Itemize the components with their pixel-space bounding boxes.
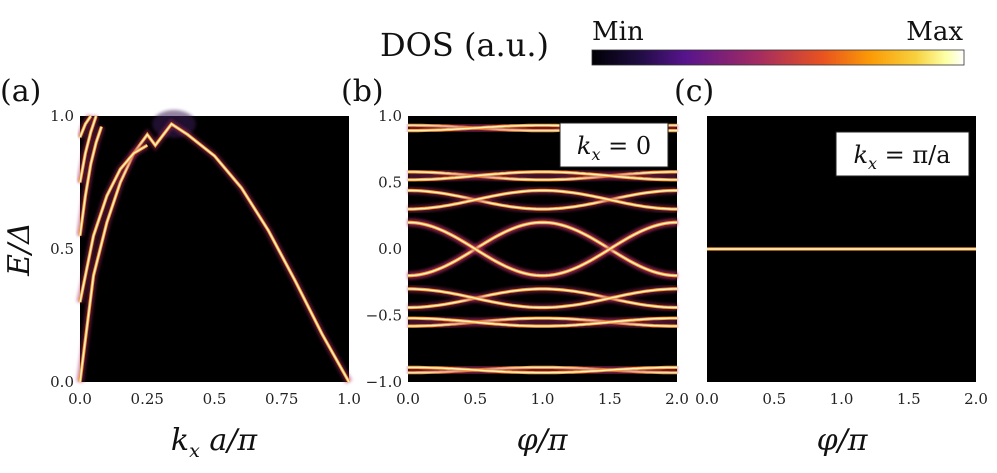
panel-b-band-line (408, 288, 677, 309)
panel-c-annotation-sub: x (868, 154, 877, 173)
panel-b-ticks: 0.0 0.5 1.0 1.5 2.0 −1.0 −0.5 0.0 0.5 1.0 (366, 107, 689, 408)
panel-b-band-line (407, 221, 678, 277)
colorbar-min-label: Min (592, 17, 644, 47)
panel-b-annotation-main: k (577, 132, 592, 160)
panel-a-ylabel: E/Δ (2, 222, 37, 277)
panel-a-band-line (79, 144, 148, 303)
panel-b-xlabel: φ/π (517, 423, 569, 458)
panel-b-annotation: kx = 0 (577, 132, 651, 164)
panel-a-band-line (79, 126, 103, 236)
panel-a-ytick: 1.0 (50, 107, 74, 125)
panel-label-c: (c) (674, 74, 714, 109)
panel-b-ytick: 1.0 (378, 107, 402, 125)
panel-a-bands (76, 114, 353, 384)
panel-b-xtick: 2.0 (665, 390, 689, 408)
panel-b-xtick: 0.0 (396, 390, 420, 408)
panel-b-band-line (408, 317, 677, 327)
panel-b-band-line (408, 317, 677, 327)
panel-c-annotation: kx = π/a (853, 141, 950, 173)
panel-b-annotation-rest: = 0 (600, 132, 651, 160)
panel-b-xtick: 1.5 (598, 390, 622, 408)
panel-b-band-line (408, 171, 677, 181)
colorbar: DOS (a.u.) Min Max (380, 17, 965, 66)
panel-c-xtick: 0.0 (695, 390, 719, 408)
panel-a-xlabel-sub: x (189, 440, 200, 462)
panel-c-xtick: 1.5 (897, 390, 921, 408)
panel-label-b: (b) (341, 74, 384, 109)
panel-a: 0.0 0.25 0.5 0.75 1.0 0.0 0.5 1.0 kx a/π E/Δ (2, 107, 361, 462)
panel-a-xtick: 0.5 (203, 390, 227, 408)
panel-a-band-line (79, 123, 350, 383)
colorbar-max-label: Max (906, 17, 963, 47)
panel-c-annotation-rest: = π/a (877, 141, 951, 169)
panel-c: 0.0 0.5 1.0 1.5 2.0 kx = π/a φ/π (695, 116, 988, 458)
panel-b-xtick: 1.0 (531, 390, 555, 408)
panel-b-ytick: −1.0 (366, 373, 402, 391)
panel-b-bands (407, 121, 678, 377)
panel-a-band-line (79, 115, 92, 138)
panel-b-band-line (408, 288, 677, 309)
panel-a-xtick: 1.0 (337, 390, 361, 408)
panel-c-xtick: 1.0 (830, 390, 854, 408)
panel-c-ticks: 0.0 0.5 1.0 1.5 2.0 (695, 390, 988, 408)
panel-b-band-line (408, 189, 677, 210)
panel-c-xtick: 0.5 (762, 390, 786, 408)
colorbar-gradient (591, 49, 965, 66)
panel-a-ticks: 0.0 0.25 0.5 0.75 1.0 0.0 0.5 1.0 (50, 107, 361, 408)
panel-a-xlabel-rest: a/π (200, 423, 259, 458)
panel-b-ytick: −0.5 (366, 307, 402, 325)
panel-b-annotation-box (559, 122, 669, 168)
panel-a-ytick: 0.0 (50, 373, 74, 391)
panel-b-annotation-sub: x (591, 145, 600, 164)
panel-c-xtick: 2.0 (964, 390, 988, 408)
panel-b-band-line (408, 189, 677, 210)
panel-label-a: (a) (0, 74, 41, 109)
panel-b-ytick: 0.5 (378, 174, 402, 192)
panel-a-band-line (79, 115, 97, 183)
panel-a-xlabel: kx a/π (171, 423, 258, 462)
panel-c-annotation-main: k (853, 141, 868, 169)
panel-b-band-line (407, 221, 678, 277)
panel-c-xlabel: φ/π (817, 423, 869, 458)
panel-a-xlabel-main: k (171, 423, 189, 458)
panel-a-ytick: 0.5 (50, 240, 74, 258)
panel-b-xtick: 0.5 (463, 390, 487, 408)
panel-c-annotation-box (835, 131, 970, 177)
panel-b-band-line (408, 171, 677, 181)
panel-a-xtick: 0.0 (68, 390, 92, 408)
panel-a-xtick: 0.75 (265, 390, 298, 408)
panel-a-xtick: 0.25 (131, 390, 164, 408)
panel-b: 0.0 0.5 1.0 1.5 2.0−1.0−0.50.00.51.0 kx = 0 … (366, 107, 689, 458)
colorbar-title: DOS (a.u.) (380, 26, 549, 64)
panel-b-ytick: 0.0 (378, 240, 402, 258)
panel-b-band-line (408, 366, 677, 374)
